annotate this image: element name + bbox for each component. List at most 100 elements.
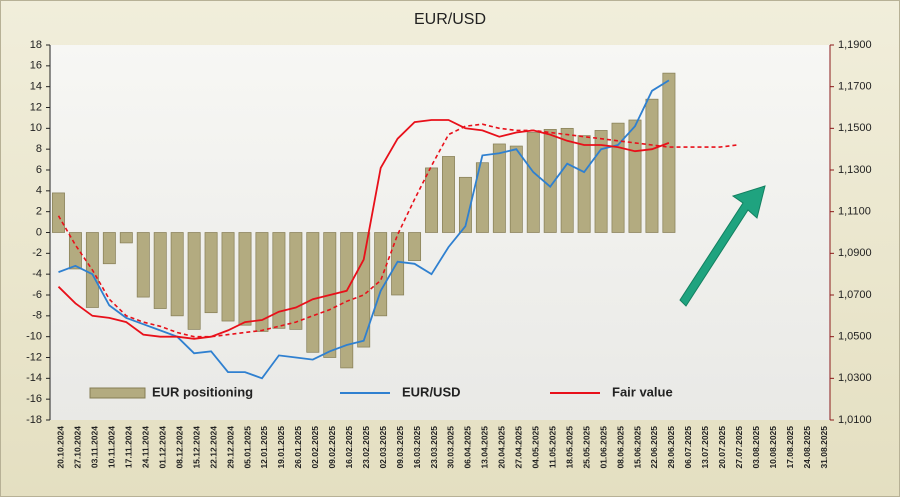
bar	[68, 232, 82, 270]
y-tick-label: -4	[32, 268, 42, 280]
y2-tick-label: 1,1100	[838, 206, 871, 218]
x-tick-label: 26.01.2025	[293, 426, 303, 469]
y-tick-label: 16	[30, 60, 42, 72]
x-tick-label: 10.11.2024	[107, 426, 117, 468]
y-tick-label: 6	[36, 164, 42, 176]
y-tick-label: 10	[30, 122, 42, 134]
x-tick-label: 16.02.2025	[344, 426, 354, 469]
y-tick-label: -8	[32, 310, 42, 322]
bar	[221, 232, 235, 322]
y2-tick-label: 1,0700	[838, 289, 872, 301]
bar	[255, 232, 269, 332]
bar	[170, 232, 184, 317]
bar	[340, 232, 354, 369]
x-tick-label: 10.08.2025	[768, 426, 778, 469]
bar	[408, 232, 422, 261]
y-tick-label: 12	[30, 101, 42, 113]
x-tick-label: 04.05.2025	[531, 426, 541, 469]
x-tick-label: 16.03.2025	[412, 426, 422, 469]
bar	[577, 135, 591, 233]
x-tick-label: 03.08.2025	[751, 426, 761, 469]
bar	[526, 132, 540, 233]
bar	[306, 232, 320, 353]
y-tick-label: -14	[26, 372, 42, 384]
y-tick-label: -18	[26, 414, 42, 426]
x-tick-label: 23.03.2025	[429, 426, 439, 469]
y-tick-label: 14	[30, 81, 42, 93]
x-tick-label: 29.12.2024	[225, 426, 235, 469]
x-tick-label: 15.12.2024	[191, 426, 201, 469]
x-tick-label: 30.03.2025	[446, 426, 456, 469]
y-tick-label: -16	[26, 393, 42, 405]
x-tick-label: 01.12.2024	[157, 426, 167, 469]
x-tick-label: 09.02.2025	[327, 426, 337, 469]
bar	[662, 72, 676, 233]
x-tick-label: 13.07.2025	[700, 426, 710, 469]
bar	[204, 232, 218, 314]
plot-area	[50, 45, 830, 420]
arrow	[679, 185, 766, 307]
x-tick-label: 02.02.2025	[310, 426, 320, 469]
marks	[52, 72, 737, 380]
y2-tick-label: 1,1900	[838, 39, 872, 51]
y-tick-label: 18	[30, 39, 42, 51]
y2-tick-label: 1,0900	[838, 247, 872, 259]
y2-tick-label: 1,1300	[838, 164, 872, 176]
bar	[425, 167, 438, 233]
y-tick-label: -10	[26, 331, 42, 343]
x-tick-label: 22.06.2025	[649, 426, 659, 469]
y2-tick-label: 1,1700	[838, 81, 872, 93]
x-tick-label: 08.06.2025	[615, 426, 625, 469]
chart-title: EUR/USD	[414, 11, 486, 28]
y-tick-label: -2	[32, 247, 42, 259]
x-tick-label: 27.10.2024	[73, 426, 83, 469]
x-tick-label: 27.07.2025	[734, 426, 744, 469]
bar	[52, 192, 65, 233]
bar	[391, 232, 405, 296]
y2-tick-label: 1,0300	[838, 372, 872, 384]
x-tick-label: 18.05.2025	[564, 426, 574, 469]
y-tick-label: 8	[36, 143, 42, 155]
bar	[272, 232, 286, 329]
bar	[187, 232, 201, 330]
y-tick-label: 4	[36, 185, 42, 197]
x-tick-label: 24.08.2025	[802, 426, 812, 469]
x-tick-label: 09.03.2025	[395, 426, 405, 469]
bar	[102, 232, 116, 265]
bar	[136, 232, 150, 298]
bar	[119, 232, 133, 244]
bar	[153, 232, 167, 309]
x-tick-label: 20.10.2024	[56, 426, 66, 469]
x-tick-label: 02.03.2025	[378, 426, 388, 469]
bar	[357, 232, 371, 348]
x-tick-label: 17.11.2024	[124, 426, 134, 468]
bar	[560, 127, 574, 233]
x-tick-label: 22.12.2024	[208, 426, 218, 469]
x-tick-label: 13.04.2025	[480, 426, 490, 469]
bar	[374, 232, 388, 317]
x-tick-label: 25.05.2025	[581, 426, 591, 469]
bar	[509, 145, 523, 233]
y-tick-label: -12	[26, 351, 42, 363]
y2-tick-label: 1,0500	[838, 331, 872, 343]
y2-tick-label: 1,1500	[838, 122, 872, 134]
x-tick-label: 23.02.2025	[361, 426, 371, 469]
line	[58, 79, 670, 380]
bar	[238, 232, 252, 326]
dashed-line	[57, 123, 737, 338]
x-tick-label: 29.06.2025	[666, 426, 676, 469]
bar	[442, 156, 455, 233]
x-tick-label: 31.08.2025	[819, 426, 829, 469]
x-tick-label: 12.01.2025	[259, 426, 269, 469]
x-tick-label: 05.01.2025	[242, 426, 252, 469]
bar	[458, 176, 472, 233]
x-tick-label: 11.05.2025	[547, 426, 557, 468]
legend-swatch	[89, 387, 146, 399]
bar	[475, 162, 489, 233]
bar	[628, 119, 642, 233]
bar	[289, 232, 303, 330]
y2-tick-label: 1,0100	[838, 414, 872, 426]
x-tick-label: 20.04.2025	[497, 426, 507, 469]
x-tick-label: 03.11.2024	[90, 426, 100, 468]
